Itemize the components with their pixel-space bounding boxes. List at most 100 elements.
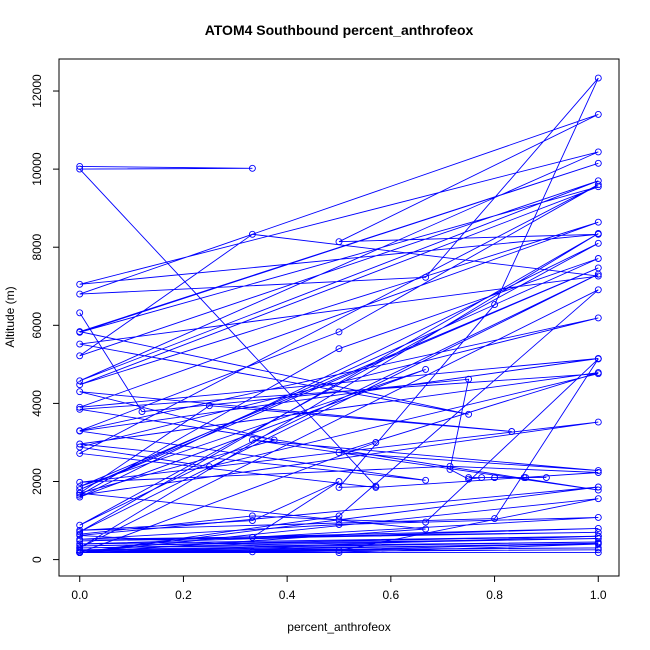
data-point: [594, 239, 602, 247]
y-tick-label: 0: [30, 556, 44, 563]
data-point: [594, 181, 602, 189]
data-point: [594, 230, 602, 237]
y-tick-label: 2000: [30, 468, 44, 495]
data-point: [594, 549, 602, 557]
data-point: [76, 521, 84, 529]
data-point: [422, 518, 430, 526]
data-point: [594, 159, 602, 167]
data-point: [542, 474, 550, 482]
series-line-2: [79, 312, 547, 480]
data-point: [335, 521, 343, 528]
series-line-3: [79, 391, 512, 554]
data-point: [465, 474, 473, 482]
data-point: [76, 427, 84, 435]
data-point: [76, 340, 84, 348]
y-axis-label: Altitude (m): [3, 286, 17, 347]
data-point: [76, 449, 84, 457]
data-point: [422, 273, 430, 281]
data-point: [594, 286, 602, 294]
data-point: [508, 428, 516, 435]
data-point: [594, 544, 602, 552]
data-point: [335, 238, 343, 246]
data-point: [594, 272, 602, 280]
y-tick-label: 12000: [30, 74, 44, 108]
data-point: [594, 110, 602, 118]
data-point: [372, 483, 380, 491]
data-point: [76, 544, 84, 552]
data-point: [248, 164, 256, 172]
data-point: [205, 402, 213, 410]
data-point: [594, 270, 602, 278]
data-point: [76, 489, 84, 497]
data-point: [594, 469, 602, 476]
data-point: [491, 515, 499, 523]
data-point: [335, 328, 343, 336]
data-point: [270, 436, 278, 444]
data-point: [594, 255, 602, 262]
data-point: [76, 309, 84, 317]
data-point: [594, 314, 602, 322]
data-point: [594, 513, 602, 521]
data-point: [491, 301, 499, 309]
data-point: [594, 355, 602, 363]
data-point: [138, 408, 146, 416]
data-point: [594, 218, 602, 226]
data-point: [76, 377, 84, 385]
data-point: [594, 74, 602, 82]
data-point: [76, 165, 84, 173]
data-point: [446, 465, 454, 473]
data-point: [335, 478, 343, 485]
data-point: [594, 418, 602, 426]
data-point: [422, 476, 430, 484]
data-point: [76, 483, 84, 491]
x-tick-label: 0.2: [175, 588, 192, 602]
data-point: [76, 381, 84, 389]
data-point: [76, 352, 84, 360]
y-axis: 0 2000 4000 6000 8000 10000 12000: [30, 74, 60, 563]
data-point: [76, 478, 84, 486]
data-point: [76, 388, 84, 396]
x-tick-label: 0.8: [486, 588, 503, 602]
data-point: [594, 535, 602, 542]
data-point: [76, 493, 84, 501]
data-point: [248, 230, 256, 238]
data-point: [76, 549, 84, 557]
data-point: [594, 370, 602, 378]
data-point: [76, 328, 84, 336]
data-point: [76, 280, 84, 288]
data-point: [76, 162, 84, 170]
chart-title: ATOM4 Southbound percent_anthrofeox: [205, 22, 474, 38]
x-tick-label: 1.0: [590, 588, 607, 602]
data-point: [248, 517, 256, 525]
data-point: [335, 449, 343, 457]
data-point: [594, 486, 602, 494]
data-point: [594, 183, 602, 191]
data-point: [594, 495, 602, 503]
data-point: [76, 491, 84, 499]
data-point: [478, 474, 486, 482]
data-point: [205, 463, 213, 471]
data-point: [422, 365, 430, 373]
y-tick-label: 10000: [30, 152, 44, 186]
data-point: [76, 440, 84, 448]
data-point: [76, 405, 84, 413]
x-tick-label: 0.6: [383, 588, 400, 602]
data-point: [594, 148, 602, 156]
data-point: [335, 512, 343, 520]
x-tick-label: 0.0: [71, 588, 88, 602]
data-point: [372, 439, 380, 446]
data-point: [248, 512, 256, 520]
data-point: [76, 530, 84, 538]
data-point: [76, 403, 84, 411]
data-point: [422, 525, 430, 533]
y-tick-label: 4000: [30, 390, 44, 417]
x-axis-label: percent_anthrofeox: [287, 620, 390, 634]
data-point: [594, 546, 602, 554]
data-point: [594, 524, 602, 532]
y-tick-label: 8000: [30, 234, 44, 261]
data-point: [594, 467, 602, 475]
data-point: [248, 533, 256, 541]
data-point: [248, 436, 256, 444]
series-layer: [76, 74, 602, 557]
